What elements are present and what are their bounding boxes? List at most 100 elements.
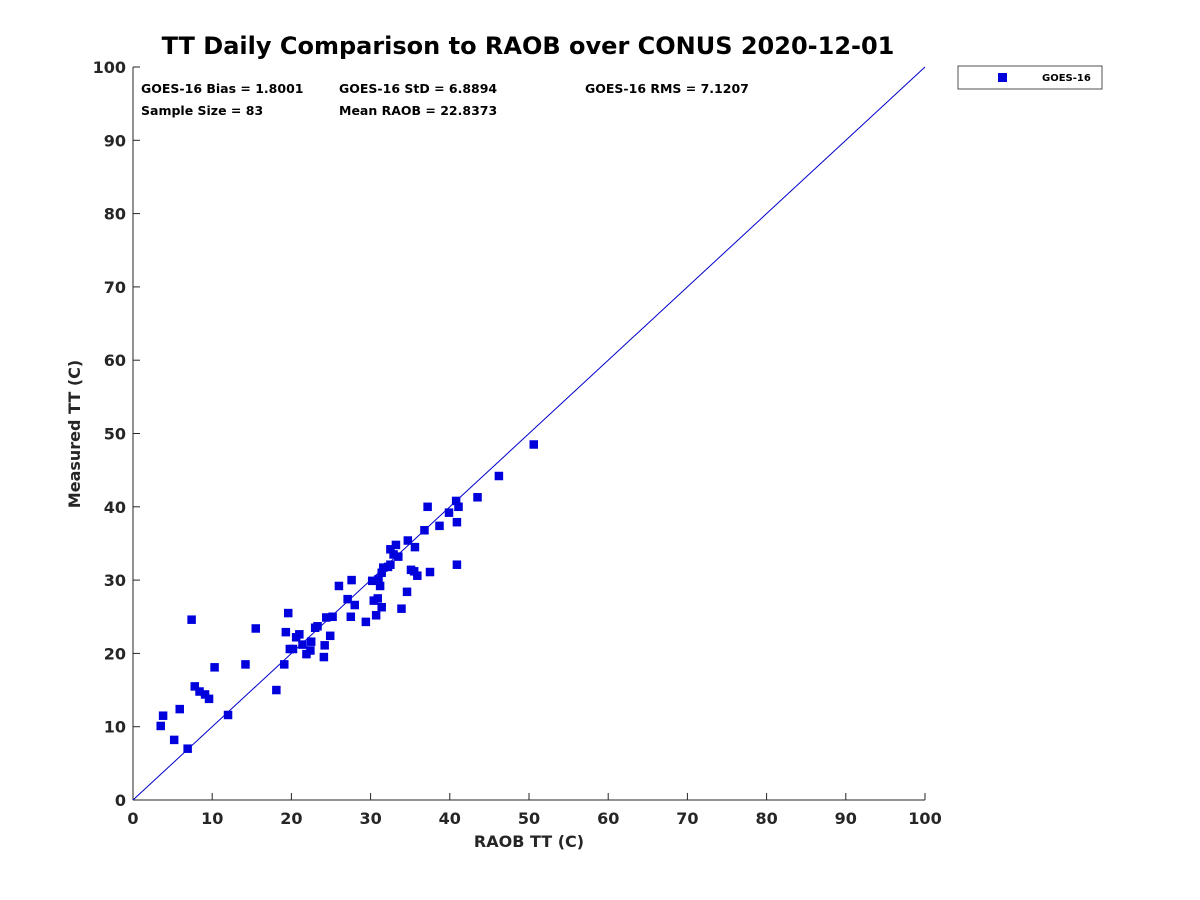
data-point (420, 526, 429, 535)
data-point (397, 604, 406, 613)
data-point (295, 630, 304, 639)
x-tick-label: 50 (518, 809, 540, 828)
data-point (223, 710, 233, 720)
stat-rms: GOES-16 RMS = 7.1207 (585, 81, 749, 96)
y-tick-label: 10 (104, 718, 126, 737)
data-point (187, 615, 196, 624)
data-point (280, 660, 289, 669)
data-point (204, 694, 214, 704)
data-point (272, 685, 281, 695)
legend-label: GOES-16 (1042, 73, 1091, 84)
data-point (313, 622, 322, 631)
data-point (183, 744, 192, 753)
data-point (210, 663, 219, 672)
data-point (374, 575, 383, 584)
data-point (452, 517, 462, 527)
y-tick-label: 40 (104, 498, 126, 517)
data-point (169, 735, 179, 745)
stat-bias: GOES-16 Bias = 1.8001 (141, 81, 303, 96)
x-axis-label: RAOB TT (C) (474, 832, 584, 851)
data-point (175, 704, 184, 714)
legend-box (957, 65, 1103, 90)
y-tick-label: 50 (104, 425, 126, 444)
stat-sample-size: Sample Size = 83 (141, 103, 263, 118)
data-point (195, 687, 204, 696)
data-point (375, 581, 385, 591)
x-tick-label: 70 (676, 809, 698, 828)
data-point (371, 611, 381, 620)
data-point (321, 613, 331, 622)
data-point (361, 617, 371, 627)
data-point (200, 690, 210, 699)
y-tick-label: 80 (104, 205, 126, 224)
reference-line-group (132, 66, 926, 801)
data-point (454, 502, 463, 512)
x-tick-label: 20 (280, 809, 302, 828)
data-point (391, 540, 401, 550)
x-tick-label: 60 (597, 809, 619, 828)
data-point (435, 521, 444, 531)
data-point (190, 682, 200, 691)
data-point (394, 552, 403, 561)
x-tick-label: 30 (359, 809, 381, 828)
x-tick-label: 10 (201, 809, 223, 828)
y-axis-label: Measured TT (C) (65, 360, 84, 508)
data-point (423, 502, 432, 512)
y-tick-label: 30 (104, 571, 126, 590)
data-point (347, 575, 356, 585)
legend-marker (998, 73, 1007, 82)
data-point (386, 545, 395, 554)
data-point (402, 587, 412, 597)
y-tick-label: 90 (104, 131, 126, 150)
data-point (377, 602, 386, 612)
data-point (281, 627, 291, 637)
x-tick-label: 80 (755, 809, 777, 828)
data-point (251, 624, 261, 633)
x-tick-label: 0 (127, 809, 138, 828)
data-point (379, 563, 388, 572)
data-point (288, 644, 298, 654)
data-point (389, 550, 398, 559)
y-tick-label: 70 (104, 278, 126, 297)
legend: GOES-16 (957, 65, 1103, 90)
data-point (451, 496, 461, 506)
one-to-one-line (132, 66, 926, 801)
data-point (444, 508, 454, 517)
data-point (306, 637, 316, 646)
data-point (325, 631, 335, 641)
data-point (298, 640, 307, 649)
data-point (350, 600, 360, 610)
data-point (346, 612, 356, 621)
data-point (373, 594, 382, 603)
data-point (529, 440, 539, 449)
y-tick-label: 60 (104, 351, 126, 370)
stat-mean-raob: Mean RAOB = 22.8373 (339, 103, 497, 118)
data-point (306, 646, 315, 655)
stat-std: GOES-16 StD = 6.8894 (339, 81, 497, 96)
data-point (494, 471, 504, 481)
data-point (158, 711, 168, 720)
y-tick-label: 100 (93, 58, 126, 77)
data-point (425, 567, 435, 577)
x-tick-label: 40 (439, 809, 461, 828)
data-point (367, 576, 377, 586)
x-tick-label: 100 (908, 809, 941, 828)
y-tick-label: 0 (115, 791, 126, 810)
data-point (319, 652, 329, 662)
data-point (320, 641, 329, 650)
data-points (156, 440, 539, 753)
chart-title: TT Daily Comparison to RAOB over CONUS 2… (162, 32, 895, 60)
data-point (409, 567, 419, 576)
data-point (403, 536, 413, 545)
data-point (413, 571, 422, 580)
data-point (328, 612, 337, 621)
data-point (343, 594, 352, 604)
data-point (410, 542, 420, 552)
data-point (377, 568, 386, 578)
data-point (156, 721, 165, 731)
x-tick-label: 90 (835, 809, 857, 828)
data-point (283, 608, 293, 618)
y-tick-label: 20 (104, 644, 126, 663)
data-point (473, 493, 482, 502)
